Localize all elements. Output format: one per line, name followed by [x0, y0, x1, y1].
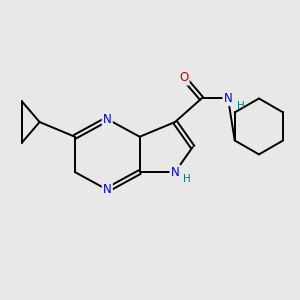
Text: H: H: [183, 174, 191, 184]
Text: N: N: [103, 112, 112, 126]
Text: O: O: [179, 71, 188, 84]
Text: N: N: [171, 166, 179, 178]
Text: N: N: [224, 92, 233, 105]
Text: N: N: [103, 183, 112, 196]
Text: H: H: [236, 101, 244, 111]
